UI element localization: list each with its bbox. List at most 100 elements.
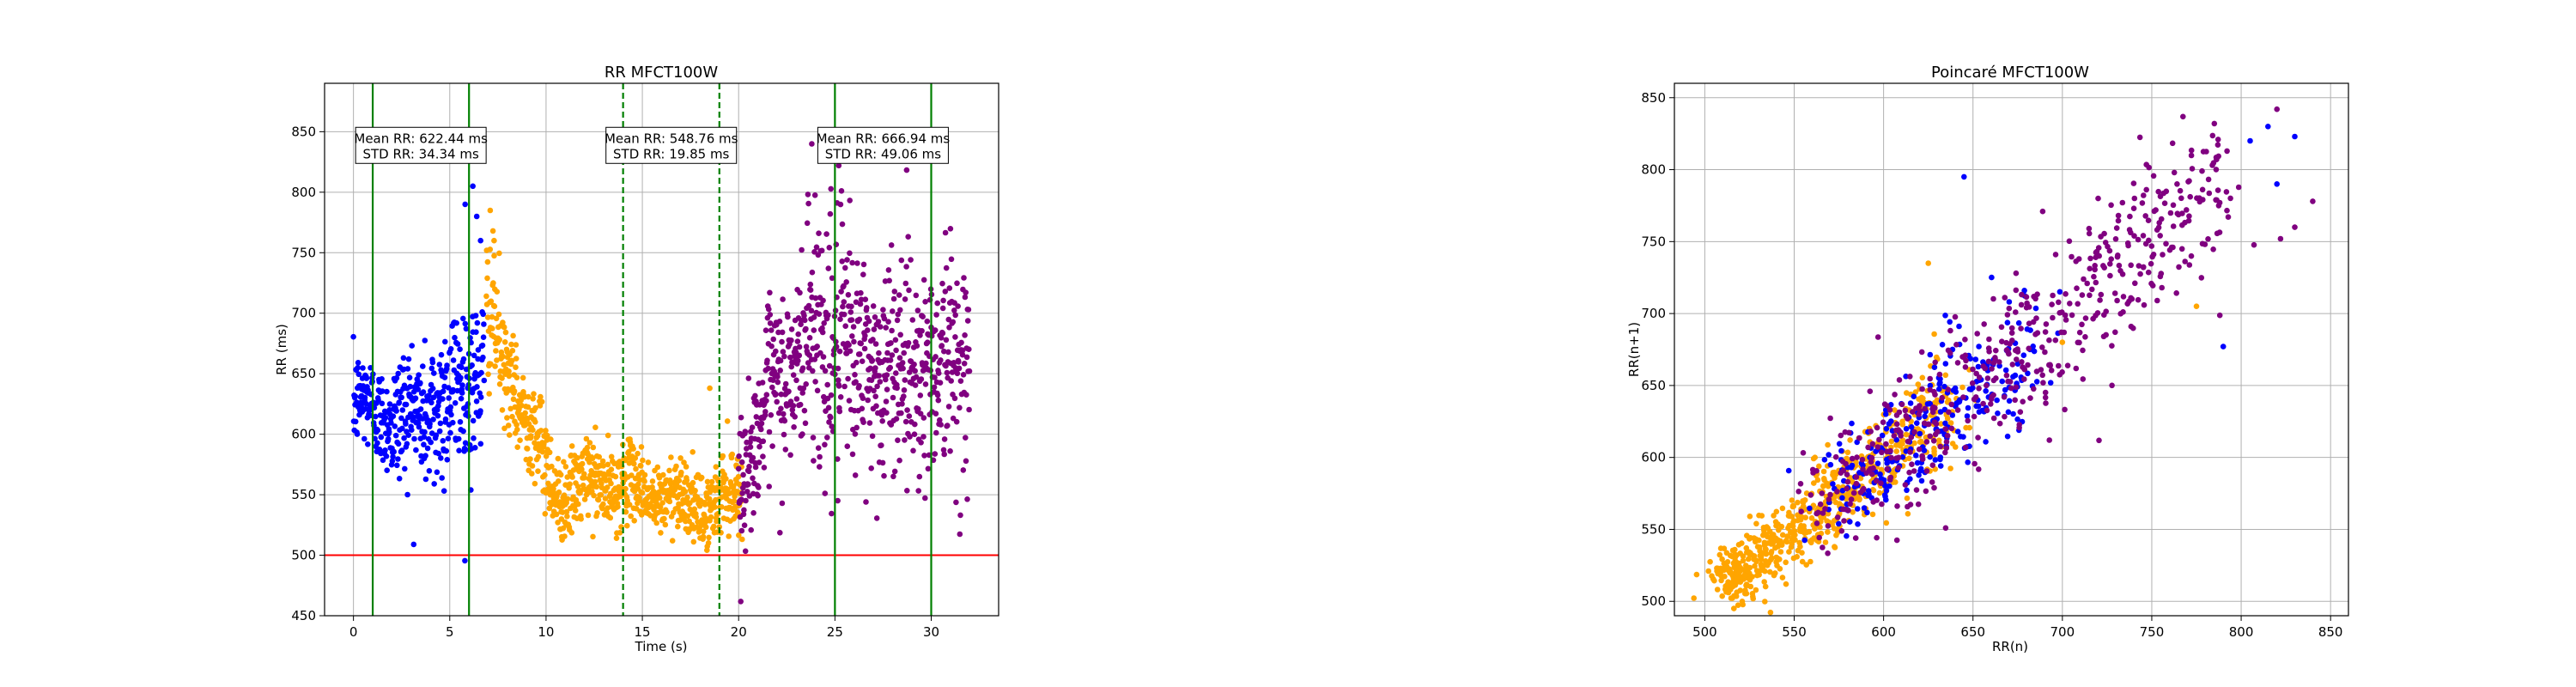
data-point [1820, 510, 1826, 516]
data-point [1954, 429, 1961, 435]
data-point [777, 368, 783, 374]
data-point [1927, 382, 1934, 389]
data-point [2163, 240, 2169, 247]
data-point [1789, 502, 1796, 509]
data-point [2112, 329, 2118, 336]
data-point [600, 463, 607, 469]
data-point [827, 210, 834, 217]
data-point [594, 510, 600, 516]
data-point [1927, 433, 1934, 440]
data-point [544, 432, 550, 439]
data-point [1909, 461, 1915, 467]
data-point [2091, 273, 2097, 280]
data-point [1937, 443, 1943, 450]
data-point [1874, 424, 1880, 431]
data-point [768, 327, 775, 333]
data-point [2205, 176, 2212, 183]
data-point [1814, 520, 1820, 526]
data-point [1934, 397, 1941, 404]
data-point [1973, 370, 1979, 377]
data-point [948, 378, 954, 384]
data-point [2214, 230, 2221, 237]
data-point [1929, 479, 1935, 485]
data-point [2132, 280, 2138, 287]
data-point [659, 500, 665, 506]
data-point [931, 384, 938, 391]
data-point [921, 453, 927, 459]
data-point [574, 454, 580, 461]
data-point [853, 299, 860, 306]
data-point [791, 424, 797, 430]
data-point [796, 352, 803, 359]
data-point [1946, 409, 1952, 416]
data-point [415, 386, 422, 392]
data-point [2193, 303, 2200, 310]
data-point [1954, 360, 1961, 366]
data-point [867, 365, 873, 372]
data-point [462, 201, 468, 208]
data-point [1953, 400, 1959, 407]
data-point [669, 538, 676, 544]
data-point [2080, 376, 2087, 382]
data-point [623, 485, 629, 492]
data-point [822, 368, 829, 374]
data-point [624, 522, 630, 529]
data-point [374, 427, 381, 434]
data-point [1814, 477, 1821, 483]
data-point [817, 350, 823, 356]
data-point [854, 359, 860, 366]
data-point [2171, 169, 2178, 176]
data-point [1751, 553, 1758, 559]
data-point [1882, 483, 1888, 489]
data-point [781, 417, 788, 424]
data-point [1990, 415, 1997, 422]
data-point [795, 331, 801, 337]
rr-x-ticks: 0 5 10 15 20 25 30 [349, 616, 939, 640]
data-point [1921, 447, 1928, 453]
data-point [749, 424, 756, 431]
data-point [872, 314, 878, 320]
data-point [499, 375, 505, 381]
data-point [814, 344, 820, 350]
data-point [593, 483, 600, 490]
data-point [1947, 350, 1953, 356]
data-point [2058, 329, 2064, 336]
data-point [1865, 444, 1871, 451]
data-point [707, 385, 713, 392]
data-point [681, 459, 687, 465]
data-point [1717, 545, 1724, 551]
data-point [471, 435, 477, 441]
data-point [1926, 421, 1932, 428]
data-point [2023, 304, 2030, 311]
data-point [1935, 429, 1941, 435]
data-point [505, 423, 512, 429]
data-point [738, 414, 744, 421]
data-point [488, 298, 495, 305]
data-point [1874, 444, 1881, 450]
data-point [1883, 520, 1890, 526]
data-point [1718, 577, 1724, 584]
data-point [778, 405, 784, 412]
data-point [963, 289, 969, 295]
data-point [850, 324, 857, 330]
data-point [413, 447, 419, 453]
data-point [835, 162, 842, 169]
data-point [1816, 463, 1822, 470]
data-point [745, 468, 752, 475]
data-point [1989, 274, 1995, 281]
data-point [2046, 337, 2052, 344]
data-point [2170, 202, 2177, 209]
data-point [1919, 456, 1926, 462]
data-point [1747, 564, 1753, 571]
data-point [446, 395, 452, 401]
data-point [1844, 485, 1850, 492]
data-point [951, 307, 957, 313]
data-point [788, 363, 794, 370]
data-point [2157, 193, 2164, 199]
data-point [2141, 192, 2147, 198]
data-point [782, 447, 789, 453]
data-point [2177, 187, 2184, 194]
data-point [839, 221, 846, 228]
data-point [598, 492, 605, 498]
data-point [782, 380, 789, 387]
